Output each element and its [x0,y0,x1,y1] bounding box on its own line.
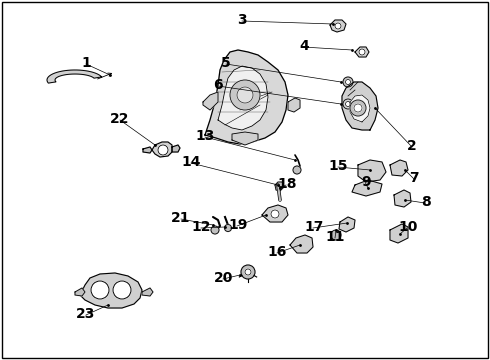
Text: 16: 16 [268,245,287,259]
Circle shape [331,230,341,240]
Polygon shape [172,145,180,152]
Circle shape [359,49,365,55]
Circle shape [230,80,260,110]
Polygon shape [262,205,288,222]
Polygon shape [350,95,370,122]
Text: 20: 20 [214,271,234,285]
Circle shape [158,145,168,155]
Circle shape [345,80,350,85]
Circle shape [245,269,251,275]
Circle shape [293,166,301,174]
Polygon shape [143,147,152,153]
Polygon shape [390,224,408,243]
Polygon shape [342,82,378,130]
Polygon shape [203,92,218,110]
Polygon shape [47,70,101,83]
Text: 7: 7 [409,171,419,185]
Text: 5: 5 [221,56,231,70]
Circle shape [350,100,366,116]
Polygon shape [218,66,268,130]
Text: 13: 13 [196,129,215,143]
Polygon shape [358,160,386,182]
Text: 11: 11 [325,230,345,244]
Circle shape [271,210,279,218]
Text: 1: 1 [81,56,91,70]
Text: 2: 2 [407,139,417,153]
Text: 8: 8 [421,195,431,209]
Circle shape [335,23,341,29]
Text: 4: 4 [299,39,309,53]
Polygon shape [394,190,411,207]
Circle shape [91,281,109,299]
Text: 18: 18 [277,177,297,191]
Circle shape [343,77,353,87]
Text: 6: 6 [213,78,223,92]
Polygon shape [205,50,288,144]
Circle shape [113,281,131,299]
Circle shape [237,87,253,103]
Text: 19: 19 [228,218,247,232]
Text: 21: 21 [171,211,191,225]
Circle shape [345,102,350,107]
Polygon shape [152,142,172,157]
Polygon shape [142,288,153,296]
Text: 23: 23 [76,307,96,321]
Polygon shape [80,273,142,308]
Circle shape [354,104,362,112]
Polygon shape [390,160,408,176]
Text: 15: 15 [328,159,348,173]
Circle shape [211,226,219,234]
Text: 22: 22 [110,112,130,126]
Polygon shape [352,180,382,196]
Circle shape [343,99,353,109]
Text: 3: 3 [237,13,247,27]
Polygon shape [75,288,85,296]
Text: 9: 9 [361,175,371,189]
Polygon shape [290,235,313,253]
Polygon shape [330,20,346,32]
Circle shape [241,265,255,279]
Text: 10: 10 [398,220,417,234]
Polygon shape [355,47,369,57]
Text: 17: 17 [304,220,324,234]
Circle shape [224,225,231,231]
Polygon shape [288,98,300,112]
Polygon shape [232,132,258,145]
Polygon shape [275,182,284,191]
Polygon shape [339,217,355,232]
Text: 14: 14 [181,155,201,169]
Text: 12: 12 [191,220,211,234]
